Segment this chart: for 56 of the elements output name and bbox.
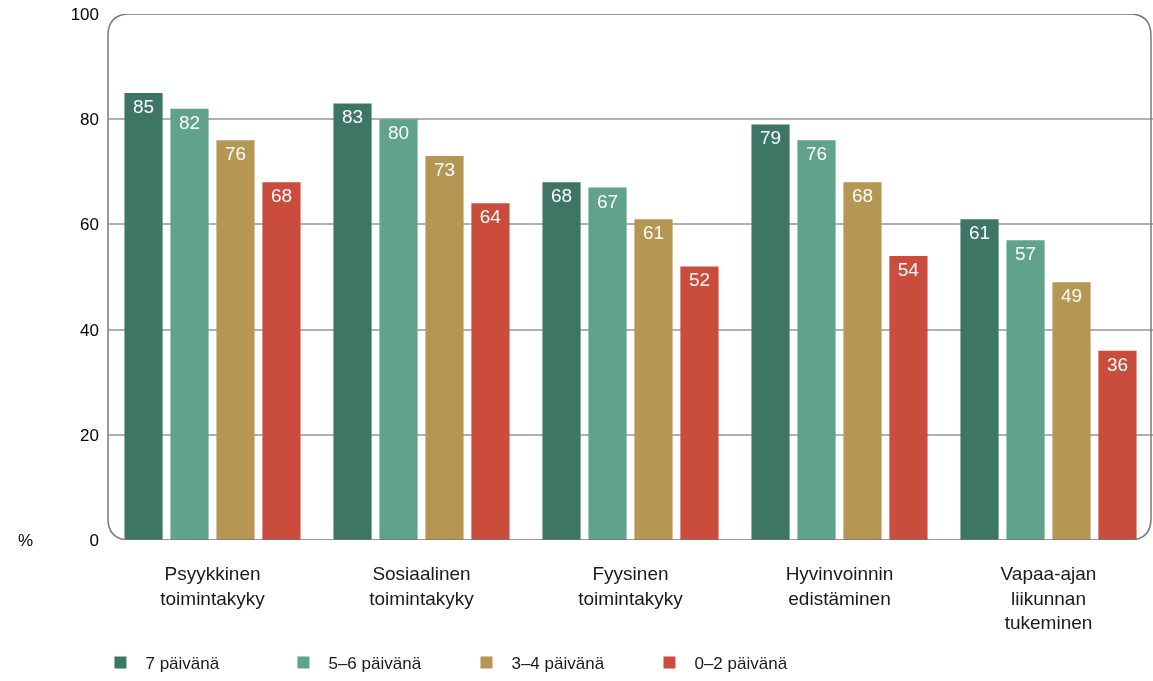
data-label: 54 — [897, 258, 920, 280]
bar — [1052, 282, 1091, 540]
data-label: 52 — [688, 269, 711, 291]
bar — [588, 187, 627, 540]
bar — [1006, 240, 1045, 540]
data-label: 76 — [805, 143, 828, 165]
data-label: 85 — [132, 95, 155, 117]
y-axis-title: % — [18, 531, 34, 550]
data-label: 82 — [178, 111, 201, 133]
bar — [333, 103, 372, 540]
y-tick-label: 0 — [89, 530, 99, 550]
data-label: 73 — [433, 159, 456, 181]
bar — [471, 203, 510, 540]
bar — [680, 266, 719, 540]
data-label: 68 — [851, 185, 874, 207]
y-tick-label: 40 — [80, 320, 99, 340]
bar — [797, 140, 836, 540]
data-label: 67 — [596, 190, 619, 212]
x-tick-label: Vapaa-ajan liikunnan tukeminen — [1000, 563, 1097, 634]
data-label: 76 — [224, 143, 247, 165]
legend-label: 3–4 päivänä — [511, 654, 605, 674]
legend-label: 5–6 päivänä — [328, 654, 422, 674]
legend-label: 0–2 päivänä — [694, 654, 788, 674]
bar — [751, 124, 790, 540]
bar — [379, 119, 418, 540]
data-label: 61 — [642, 222, 665, 244]
data-label: 68 — [550, 185, 573, 207]
bar — [262, 182, 301, 540]
bar — [124, 92, 163, 540]
data-label: 83 — [341, 106, 364, 128]
legend-label: 7 päivänä — [145, 654, 220, 674]
x-tick-label: Fyysinen toimintakyky — [578, 563, 684, 609]
data-label: 79 — [759, 127, 782, 149]
data-label: 36 — [1106, 353, 1129, 375]
x-tick-label: Psyykkinen toimintakyky — [160, 563, 266, 609]
data-label: 68 — [270, 185, 293, 207]
bar — [634, 219, 673, 540]
bar — [216, 140, 255, 540]
bar — [542, 182, 581, 540]
data-label: 80 — [387, 122, 410, 144]
bar — [843, 182, 882, 540]
data-label: 49 — [1060, 285, 1083, 307]
bar — [889, 255, 928, 540]
bar — [960, 219, 999, 540]
y-tick-label: 80 — [80, 110, 99, 130]
bar — [170, 108, 209, 540]
x-tick-label: Hyvinvoinnin edistäminen — [785, 563, 894, 609]
bar — [425, 156, 464, 540]
data-label: 57 — [1014, 243, 1037, 265]
data-label: 61 — [968, 222, 991, 244]
y-tick-label: 20 — [80, 425, 99, 445]
y-tick-label: 60 — [80, 215, 99, 235]
bar — [1098, 350, 1137, 540]
y-tick-label: 100 — [70, 4, 99, 24]
x-tick-label: Sosiaalinen toimintakyky — [369, 563, 475, 609]
data-label: 64 — [479, 206, 502, 228]
